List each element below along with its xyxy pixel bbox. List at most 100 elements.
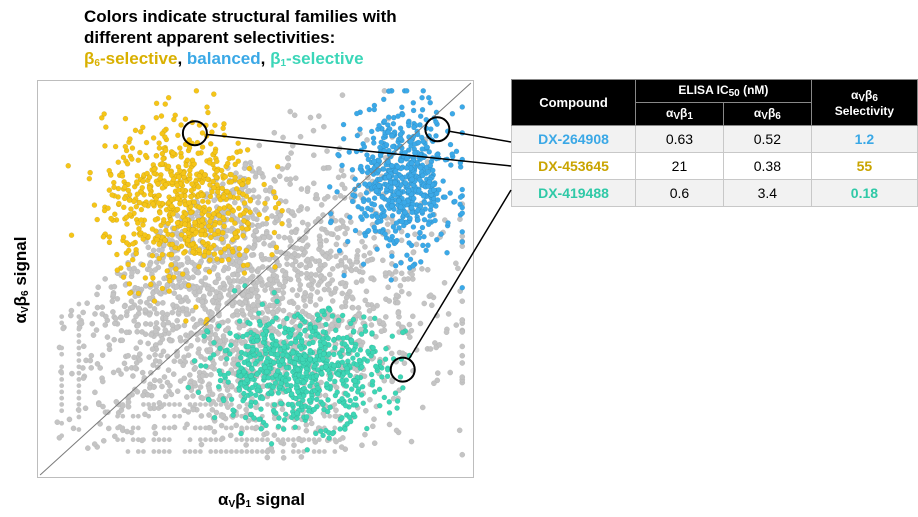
selectivity-cell: 55 [810, 152, 918, 180]
point [94, 216, 100, 223]
point [371, 106, 378, 113]
point [348, 219, 354, 225]
point [173, 266, 179, 272]
point [371, 235, 377, 241]
point [292, 229, 299, 236]
point [214, 168, 220, 174]
point [194, 321, 201, 328]
point [166, 402, 172, 407]
point [264, 454, 271, 461]
point [402, 149, 408, 156]
point [382, 356, 389, 362]
point [122, 143, 129, 150]
point [417, 113, 424, 120]
legend-beta1-selective: β1-selective [270, 49, 364, 69]
point [123, 312, 130, 319]
point [350, 328, 357, 334]
point [393, 268, 399, 275]
point [315, 266, 322, 273]
point [166, 437, 172, 443]
point [342, 402, 349, 409]
point [311, 437, 317, 443]
point [304, 447, 311, 453]
point [261, 235, 267, 241]
point [101, 111, 107, 117]
point [97, 365, 103, 371]
point [59, 408, 65, 414]
point [146, 174, 153, 180]
point [394, 299, 401, 306]
point [88, 365, 95, 371]
point [327, 271, 333, 278]
point [407, 215, 413, 222]
point [356, 338, 363, 344]
point [389, 378, 395, 385]
point [92, 389, 98, 396]
point [151, 377, 158, 384]
point [206, 160, 213, 166]
point [336, 145, 343, 152]
point [275, 437, 281, 443]
point [174, 324, 180, 331]
point [271, 189, 277, 195]
point [218, 422, 225, 429]
point [272, 204, 279, 211]
point [422, 200, 428, 206]
point [151, 166, 158, 173]
point [161, 425, 167, 431]
point [342, 390, 349, 397]
point [237, 373, 244, 379]
point [165, 367, 172, 373]
legend-sep-1: , [177, 49, 183, 68]
point [411, 195, 417, 202]
point [241, 270, 248, 276]
point [308, 420, 315, 427]
point [236, 318, 243, 324]
point [350, 304, 356, 311]
point [259, 301, 266, 308]
point [339, 290, 346, 297]
point [303, 414, 310, 420]
point [159, 310, 166, 316]
point [249, 286, 256, 293]
point [121, 184, 128, 190]
point [282, 198, 289, 205]
point [347, 320, 354, 327]
point [236, 245, 243, 252]
point [332, 437, 338, 443]
point [314, 312, 321, 318]
point [342, 426, 348, 432]
point [202, 363, 209, 369]
point [147, 281, 154, 288]
point [242, 283, 248, 289]
point [316, 237, 323, 243]
point [183, 306, 190, 313]
point [445, 311, 452, 317]
point [105, 409, 111, 416]
point [359, 364, 365, 370]
point [184, 345, 190, 352]
point [302, 235, 309, 241]
point [376, 318, 383, 324]
point [376, 183, 382, 189]
point [369, 330, 375, 336]
point [111, 184, 117, 191]
point [265, 375, 272, 381]
point [187, 402, 193, 407]
point [239, 413, 245, 419]
point [281, 417, 288, 423]
point [296, 437, 301, 443]
point [259, 282, 265, 288]
point [156, 280, 162, 287]
point [459, 329, 466, 335]
point [133, 345, 140, 351]
point [112, 211, 118, 218]
point [417, 164, 424, 171]
point [171, 225, 178, 232]
point [228, 382, 234, 389]
point [166, 425, 172, 431]
point [244, 147, 251, 153]
header-avb1: αVβ1 [634, 102, 724, 126]
point [359, 269, 366, 276]
point [273, 341, 279, 348]
